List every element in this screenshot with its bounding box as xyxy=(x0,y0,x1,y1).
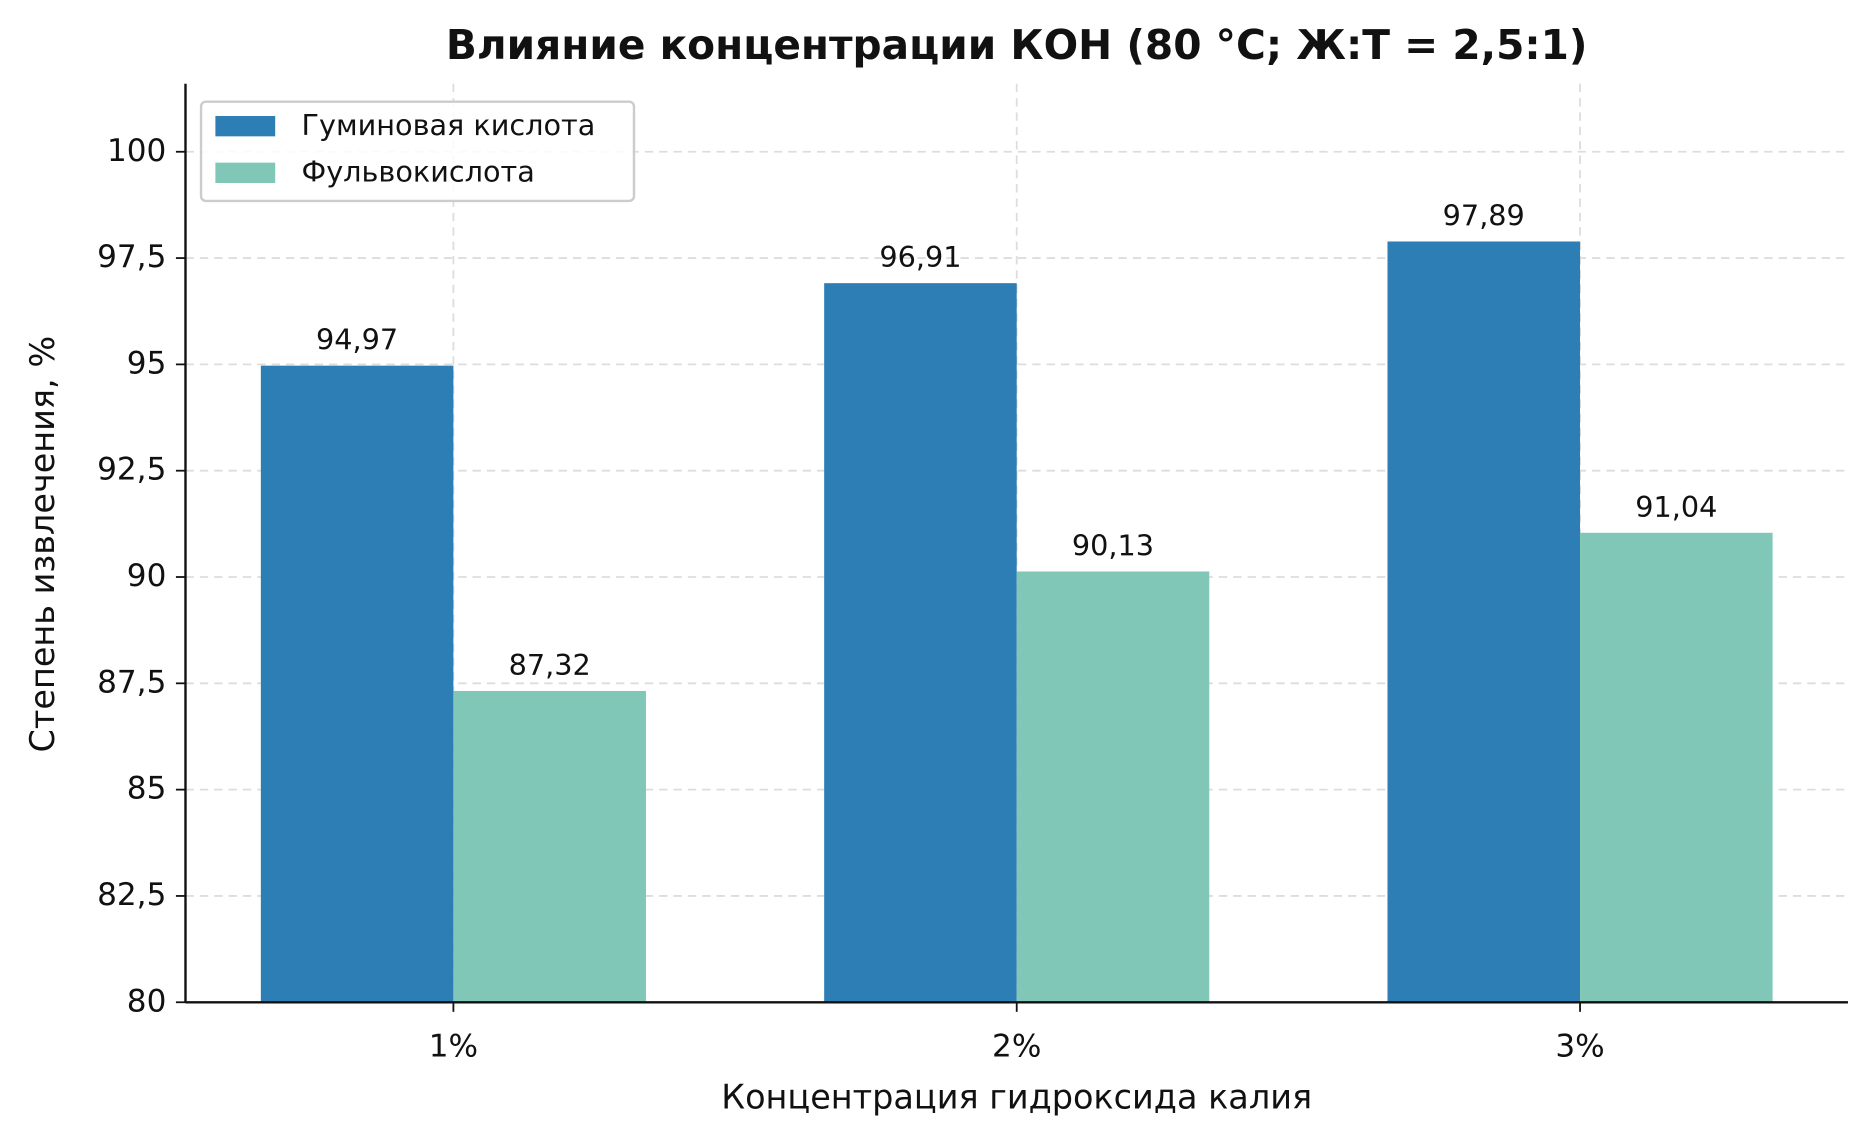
y-tick-label: 85 xyxy=(127,771,167,807)
x-tick-label: 2% xyxy=(992,1029,1041,1065)
bar xyxy=(1580,532,1773,1003)
value-label: 90,13 xyxy=(1072,529,1154,563)
bar xyxy=(1016,571,1210,1003)
legend-swatch xyxy=(215,116,276,137)
value-label: 87,32 xyxy=(509,648,591,682)
value-label: 94,97 xyxy=(316,323,398,357)
y-tick-label: 80 xyxy=(127,983,167,1019)
y-tick-label: 97,5 xyxy=(97,239,166,275)
legend-label: Гуминовая кислота xyxy=(302,108,596,142)
legend-swatch xyxy=(215,162,276,183)
y-tick-label: 87,5 xyxy=(97,664,166,700)
y-tick-label: 100 xyxy=(107,133,166,169)
legend: Гуминовая кислота Фульвокислота xyxy=(199,100,636,203)
bar xyxy=(1387,241,1581,1003)
legend-label: Фульвокислота xyxy=(302,154,535,188)
y-tick-label: 92,5 xyxy=(97,452,166,488)
y-tick-label: 95 xyxy=(127,345,167,381)
bar xyxy=(260,365,454,1003)
x-axis-label: Концентрация гидроксида калия xyxy=(721,1078,1312,1117)
y-tick-label: 82,5 xyxy=(97,877,166,913)
x-tick-label: 1% xyxy=(429,1029,478,1065)
bar xyxy=(453,690,646,1003)
chart-title: Влияние концентрации КОН (80 °С; Ж:Т = 2… xyxy=(446,21,1588,69)
legend-box xyxy=(199,100,636,203)
y-tick-label: 90 xyxy=(127,558,167,594)
value-label: 97,89 xyxy=(1443,199,1525,233)
y-axis-label: Степень извлечения, % xyxy=(23,336,62,753)
value-label: 96,91 xyxy=(879,240,961,274)
value-label: 91,04 xyxy=(1635,490,1717,524)
bar xyxy=(824,283,1017,1003)
x-tick-label: 3% xyxy=(1555,1029,1604,1065)
